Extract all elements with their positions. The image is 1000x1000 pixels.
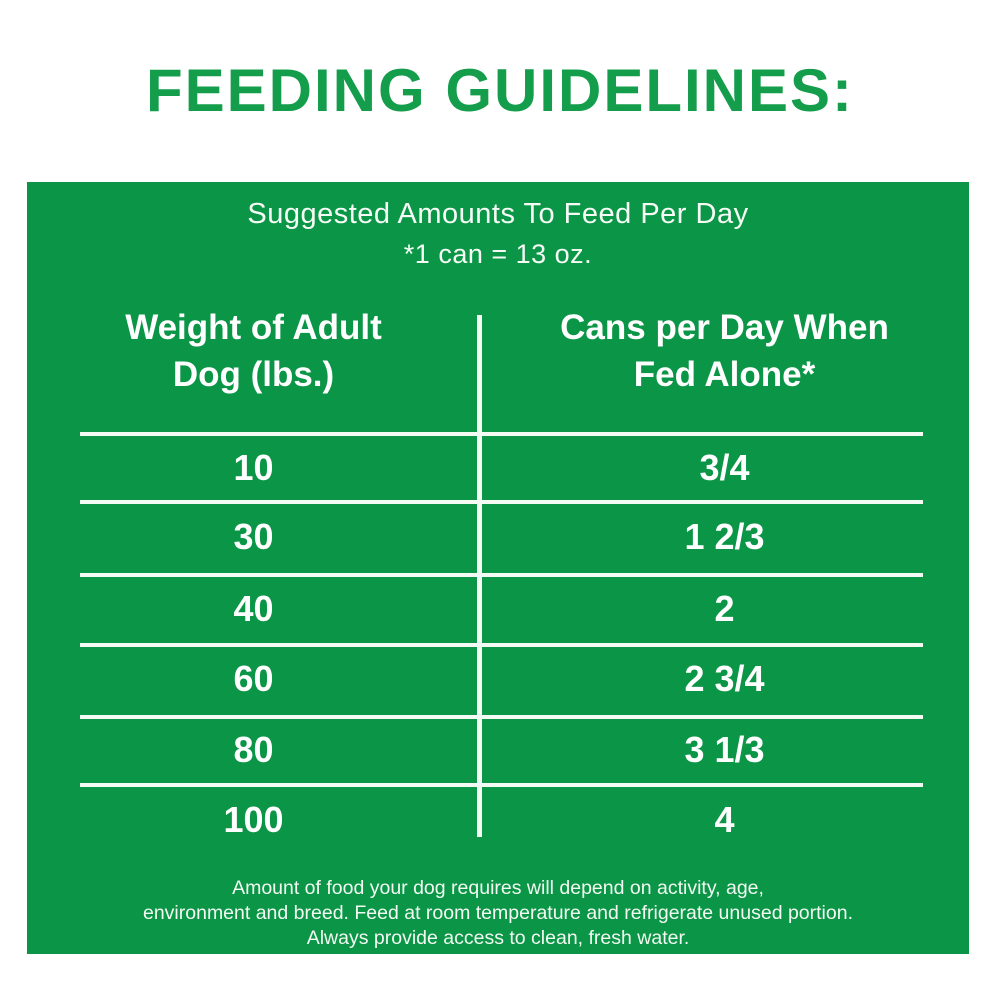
table-rule [80,500,923,504]
cans-cell: 4 [714,799,735,840]
footer-line-3: Always provide access to clean, fresh wa… [306,927,690,949]
table-rule [80,573,923,577]
footer-line-2: environment and breed. Feed at room temp… [142,902,853,924]
panel-subtitle: Suggested Amounts To Feed Per Day [247,198,749,230]
guidelines-panel: Suggested Amounts To Feed Per Day *1 can… [27,182,969,954]
table-row: 40 2 [27,577,969,641]
weight-cell: 80 [233,729,274,770]
weight-cell: 40 [233,588,274,629]
weight-cell: 100 [223,799,284,840]
weight-cell: 30 [233,516,274,557]
header-cans-line2: Fed Alone* [633,355,816,394]
cans-cell: 1 2/3 [684,516,765,557]
weight-cell: 60 [233,658,274,699]
table-row: 60 2 3/4 [27,647,969,711]
cans-cell: 3 1/3 [684,729,765,770]
cans-cell: 3/4 [699,447,750,488]
header-weight-line1: Weight of Adult [125,308,382,347]
header-weight-line2: Dog (lbs.) [172,355,335,394]
header-cell-cans: Cans per Day When Fed Alone* [480,304,969,398]
weight-cell: 10 [233,447,274,488]
table-row: 30 1 2/3 [27,505,969,569]
footer-line-1: Amount of food your dog requires will de… [232,877,764,899]
table-row: 10 3/4 [27,436,969,500]
footer-note: Amount of food your dog requires will de… [27,876,969,951]
cans-cell: 2 3/4 [684,658,765,699]
table-rule [80,715,923,719]
page-title: FEEDING GUIDELINES: [145,57,855,124]
table-rule [80,432,923,436]
table-rule [80,783,923,787]
table-rule [80,643,923,647]
cans-cell: 2 [714,588,735,629]
header-cell-weight: Weight of Adult Dog (lbs.) [27,304,480,398]
table-header-row: Weight of Adult Dog (lbs.) Cans per Day … [27,304,969,398]
header-cans-line1: Cans per Day When [560,308,889,347]
table-row: 80 3 1/3 [27,718,969,782]
can-size-note: *1 can = 13 oz. [403,239,593,269]
table-row: 100 4 [27,788,969,852]
